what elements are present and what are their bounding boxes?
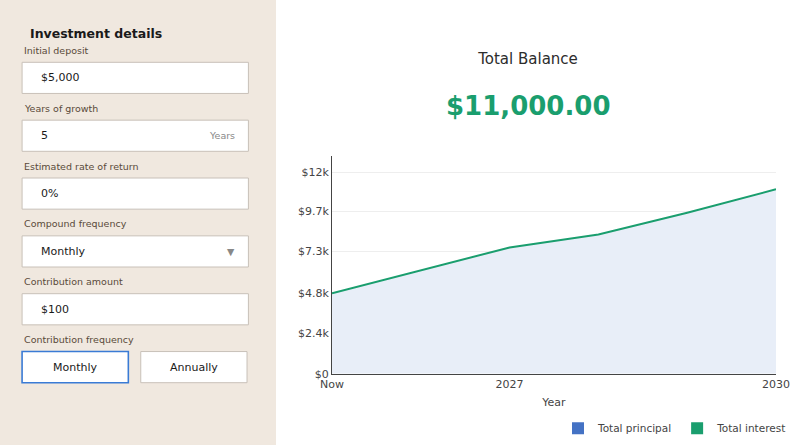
svg-text:0%: 0% — [41, 187, 58, 200]
svg-text:Years of growth: Years of growth — [24, 103, 98, 114]
svg-text:$11,000.00: $11,000.00 — [446, 91, 610, 121]
svg-text:Years: Years — [209, 130, 235, 141]
svg-text:$4.8k: $4.8k — [298, 287, 329, 300]
svg-text:Now: Now — [320, 378, 344, 391]
svg-text:$12k: $12k — [301, 166, 329, 179]
svg-text:▼: ▼ — [227, 246, 235, 257]
svg-text:2030: 2030 — [762, 378, 790, 391]
svg-text:Total principal: Total principal — [597, 422, 671, 434]
svg-text:5: 5 — [41, 129, 48, 142]
svg-text:Total interest: Total interest — [716, 422, 785, 434]
svg-text:$2.4k: $2.4k — [298, 327, 329, 340]
svg-text:$9.7k: $9.7k — [298, 205, 329, 218]
svg-text:Investment details: Investment details — [30, 26, 162, 41]
svg-text:Estimated rate of return: Estimated rate of return — [24, 161, 139, 172]
svg-text:$5,000: $5,000 — [41, 71, 80, 84]
svg-text:Contribution amount: Contribution amount — [24, 276, 123, 287]
svg-text:Contribution frequency: Contribution frequency — [24, 334, 134, 345]
svg-text:Total Balance: Total Balance — [477, 50, 578, 68]
svg-text:Monthly: Monthly — [53, 361, 98, 374]
svg-text:$100: $100 — [41, 303, 69, 316]
svg-text:2027: 2027 — [496, 378, 524, 391]
svg-text:Initial deposit: Initial deposit — [24, 45, 89, 56]
svg-text:$0: $0 — [315, 368, 329, 381]
svg-text:Compound frequency: Compound frequency — [24, 218, 127, 229]
svg-text:Year: Year — [541, 396, 566, 409]
svg-text:$7.3k: $7.3k — [298, 245, 329, 258]
svg-text:Monthly: Monthly — [41, 245, 86, 258]
svg-text:Annually: Annually — [170, 361, 218, 374]
